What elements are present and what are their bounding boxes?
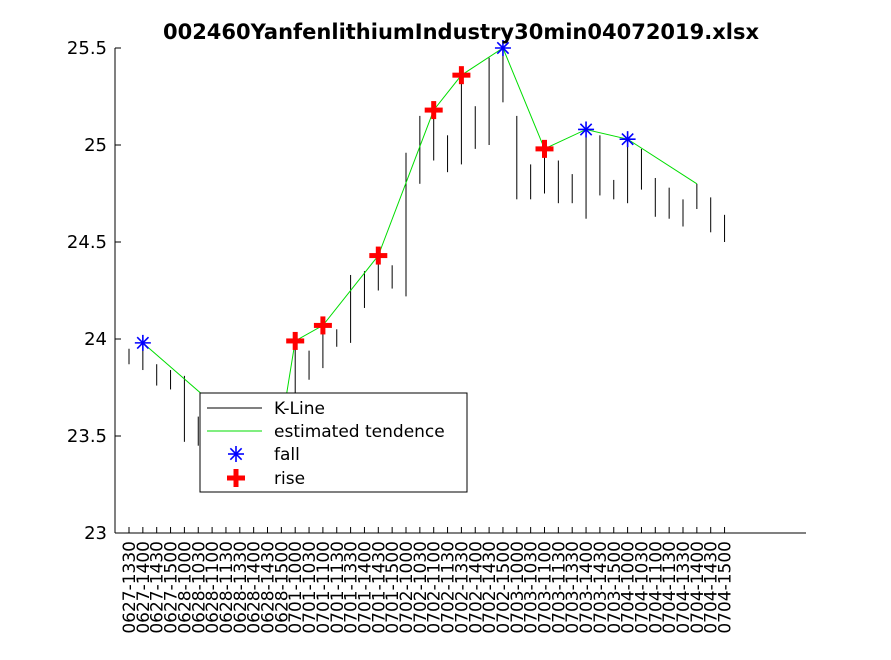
x-tick-label: 0627-1400 <box>134 541 154 634</box>
x-tick-label: 0701-1130 <box>328 541 348 634</box>
x-tick-label: 0703-1100 <box>536 541 556 634</box>
x-tick-label: 0704-1430 <box>702 541 722 634</box>
y-tick-label: 23 <box>84 523 107 544</box>
x-tick-label: 0702-1130 <box>439 541 459 634</box>
x-tick-label: 0703-1330 <box>563 541 583 634</box>
x-tick-label: 0704-1400 <box>688 541 708 634</box>
axes <box>114 48 806 534</box>
rise-marker <box>369 246 388 265</box>
x-tick-label: 0627-1500 <box>162 541 182 634</box>
legend-label-fall: fall <box>274 445 300 465</box>
x-tick-label: 0702-1000 <box>397 541 417 634</box>
fall-marker <box>578 121 595 138</box>
rise-marker <box>535 139 554 158</box>
tick-labels: 2323.52424.52525.50627-13300627-14000627… <box>67 38 736 634</box>
x-tick-label: 0703-1400 <box>577 541 597 634</box>
legend-fall-marker <box>228 446 244 462</box>
x-tick-label: 0704-1330 <box>674 541 694 634</box>
x-tick-label: 0702-1100 <box>425 541 445 634</box>
x-tick-label: 0628-1430 <box>259 541 279 634</box>
x-tick-label: 0704-1500 <box>716 541 736 634</box>
x-tick-label: 0703-1030 <box>522 541 542 634</box>
x-tick-label: 0702-1430 <box>480 541 500 634</box>
y-tick-label: 25 <box>84 135 107 156</box>
y-tick-label: 24 <box>84 329 107 350</box>
x-tick-label: 0701-1400 <box>355 541 375 634</box>
x-tick-label: 0704-1130 <box>660 541 680 634</box>
legend-rise-plus <box>227 469 245 487</box>
y-tick-label: 24.5 <box>67 232 107 253</box>
x-tick-label: 0704-1030 <box>632 541 652 634</box>
marker-series <box>134 40 636 351</box>
x-tick-label: 0701-1000 <box>286 541 306 634</box>
x-tick-label: 0702-1330 <box>452 541 472 634</box>
fall-marker <box>619 131 636 148</box>
x-tick-label: 0704-1000 <box>619 541 639 634</box>
x-tick-label: 0702-1500 <box>494 541 514 634</box>
y-tick-label: 25.5 <box>67 38 107 59</box>
x-tick-label: 0628-1100 <box>203 541 223 634</box>
y-tick-label: 23.5 <box>67 426 107 447</box>
x-tick-label: 0628-1000 <box>175 541 195 634</box>
x-tick-label: 0701-1330 <box>342 541 362 634</box>
legend-label-rise: rise <box>274 469 305 489</box>
x-tick-label: 0628-1330 <box>231 541 251 634</box>
x-tick-label: 0702-1030 <box>411 541 431 634</box>
x-tick-label: 0628-1130 <box>217 541 237 634</box>
x-tick-label: 0701-1030 <box>300 541 320 634</box>
x-tick-label: 0628-1500 <box>272 541 292 634</box>
chart-title: 002460YanfenlithiumIndustry30min04072019… <box>163 20 760 44</box>
legend-label-kline: K-Line <box>274 399 325 419</box>
legend: K-Line estimated tendence fall rise <box>199 392 468 493</box>
x-tick-label: 0703-1500 <box>605 541 625 634</box>
fall-marker <box>134 334 151 351</box>
legend-rise-marker <box>227 469 245 487</box>
x-tick-label: 0627-1330 <box>120 541 140 634</box>
x-tick-label: 0701-1430 <box>369 541 389 634</box>
rise-marker <box>452 66 471 85</box>
rise-marker <box>313 316 332 335</box>
legend-fall-asterisk <box>228 446 244 462</box>
x-tick-label: 0628-1400 <box>245 541 265 634</box>
legend-label-tendency: estimated tendence <box>274 422 445 442</box>
x-tick-label: 0701-1100 <box>314 541 334 634</box>
x-tick-label: 0628-1030 <box>189 541 209 634</box>
rise-marker <box>424 101 443 120</box>
x-tick-label: 0703-1000 <box>508 541 528 634</box>
x-tick-label: 0703-1430 <box>591 541 611 634</box>
fall-marker <box>494 40 511 56</box>
x-tick-label: 0627-1430 <box>148 541 168 634</box>
rise-marker <box>286 331 305 350</box>
x-tick-label: 0702-1400 <box>466 541 486 634</box>
x-tick-label: 0701-1500 <box>383 541 403 634</box>
x-tick-label: 0704-1100 <box>646 541 666 634</box>
x-tick-label: 0703-1130 <box>549 541 569 634</box>
